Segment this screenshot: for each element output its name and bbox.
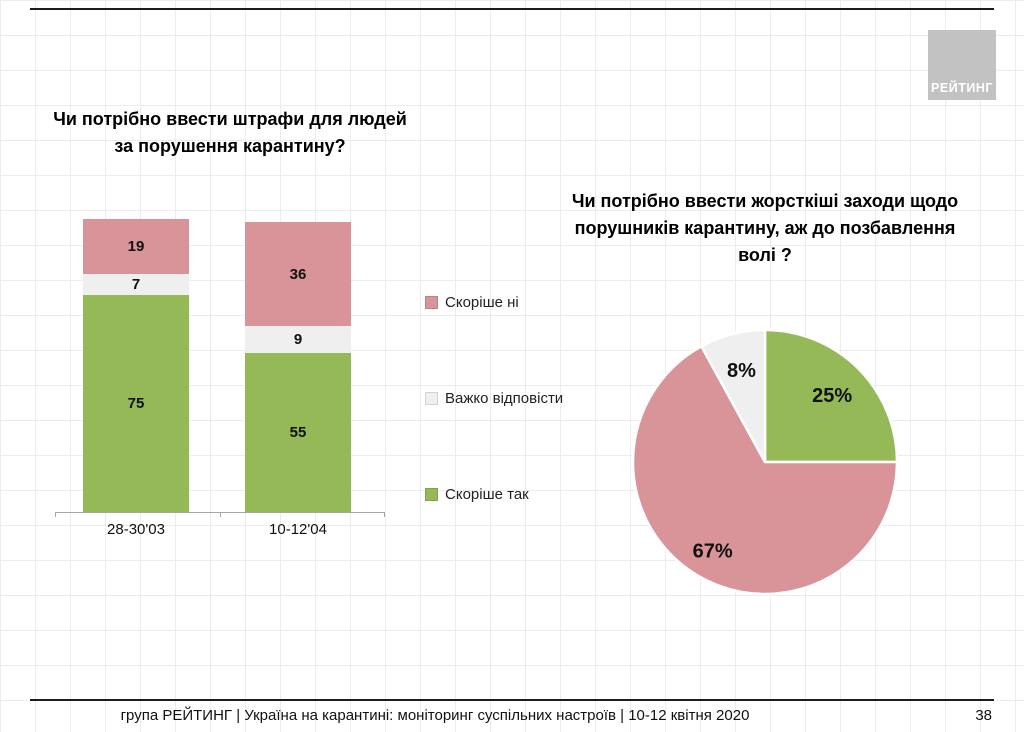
legend-item: Важко відповісти <box>425 390 563 407</box>
bar-segment: 19 <box>83 219 189 275</box>
bar-chart-title-line1: Чи потрібно ввести штрафи для людей <box>53 109 407 129</box>
pie-percentage-label: 67% <box>693 541 733 563</box>
pie-slice <box>631 345 899 596</box>
bar-value-label: 19 <box>127 238 145 256</box>
bar-value-label: 55 <box>289 423 307 441</box>
bar-chart-title-line2: за порушення карантину? <box>114 136 346 156</box>
legend-item: Скоріше так <box>425 486 563 503</box>
legend-item: Скоріше ні <box>425 294 563 311</box>
bar-chart-title: Чи потрібно ввести штрафи для людей за п… <box>28 106 432 160</box>
rating-group-logo: РЕЙТИНГ <box>928 30 996 100</box>
legend-swatch <box>425 392 438 405</box>
bar-value-label: 75 <box>127 394 145 412</box>
pie-slice <box>763 328 899 464</box>
stacked-bar-chart: 75 7 19 55 9 36 <box>55 219 385 517</box>
bar-value-label: 7 <box>131 275 141 293</box>
pie-chart-title-line3: волі ? <box>738 245 792 265</box>
axis-tick <box>220 512 221 517</box>
bar-category-label: 28-30'03 <box>107 521 165 538</box>
chart-legend: Скоріше ні Важко відповісти Скоріше так <box>425 294 563 503</box>
legend-label: Скоріше ні <box>445 294 519 311</box>
pie-chart-title: Чи потрібно ввести жорсткіші заходи щодо… <box>545 188 985 269</box>
axis-tick <box>384 512 385 517</box>
pie-percentage-label: 25% <box>812 385 852 407</box>
page-number: 38 <box>975 707 992 724</box>
bar-segment: 36 <box>245 222 351 327</box>
pie-percentage-label: 8% <box>727 360 756 382</box>
pie-chart-title-line2: порушників карантину, аж до позбавлення <box>574 218 956 238</box>
axis-tick <box>55 512 56 517</box>
pie-chart-title-line1: Чи потрібно ввести жорсткіші заходи щодо <box>571 191 959 211</box>
bar-value-label: 9 <box>293 330 303 348</box>
bottom-rule-line <box>30 699 994 701</box>
bar-segment: 55 <box>245 352 351 512</box>
bar-category-label: 10-12'04 <box>269 521 327 538</box>
bar-segment: 75 <box>83 294 189 512</box>
bar-value-label: 36 <box>289 265 307 283</box>
pie-slice <box>700 328 767 464</box>
logo-label: РЕЙТИНГ <box>931 81 993 95</box>
pie-chart-svg: 25% 67% 8% <box>631 328 899 596</box>
top-rule-line <box>30 8 994 10</box>
pie-chart: 25% 67% 8% <box>620 317 910 607</box>
legend-label: Важко відповісти <box>445 390 564 407</box>
legend-swatch <box>425 296 438 309</box>
stacked-bar-10-12'04: 55 9 36 <box>245 222 351 512</box>
bar-segment: 9 <box>245 326 351 353</box>
legend-swatch <box>425 488 438 501</box>
stacked-bar-28-30'03: 75 7 19 <box>83 219 189 512</box>
footer-caption: група РЕЙТИНГ | Україна на карантині: мо… <box>120 707 750 724</box>
bar-segment: 7 <box>83 274 189 295</box>
legend-label: Скоріше так <box>445 486 529 503</box>
